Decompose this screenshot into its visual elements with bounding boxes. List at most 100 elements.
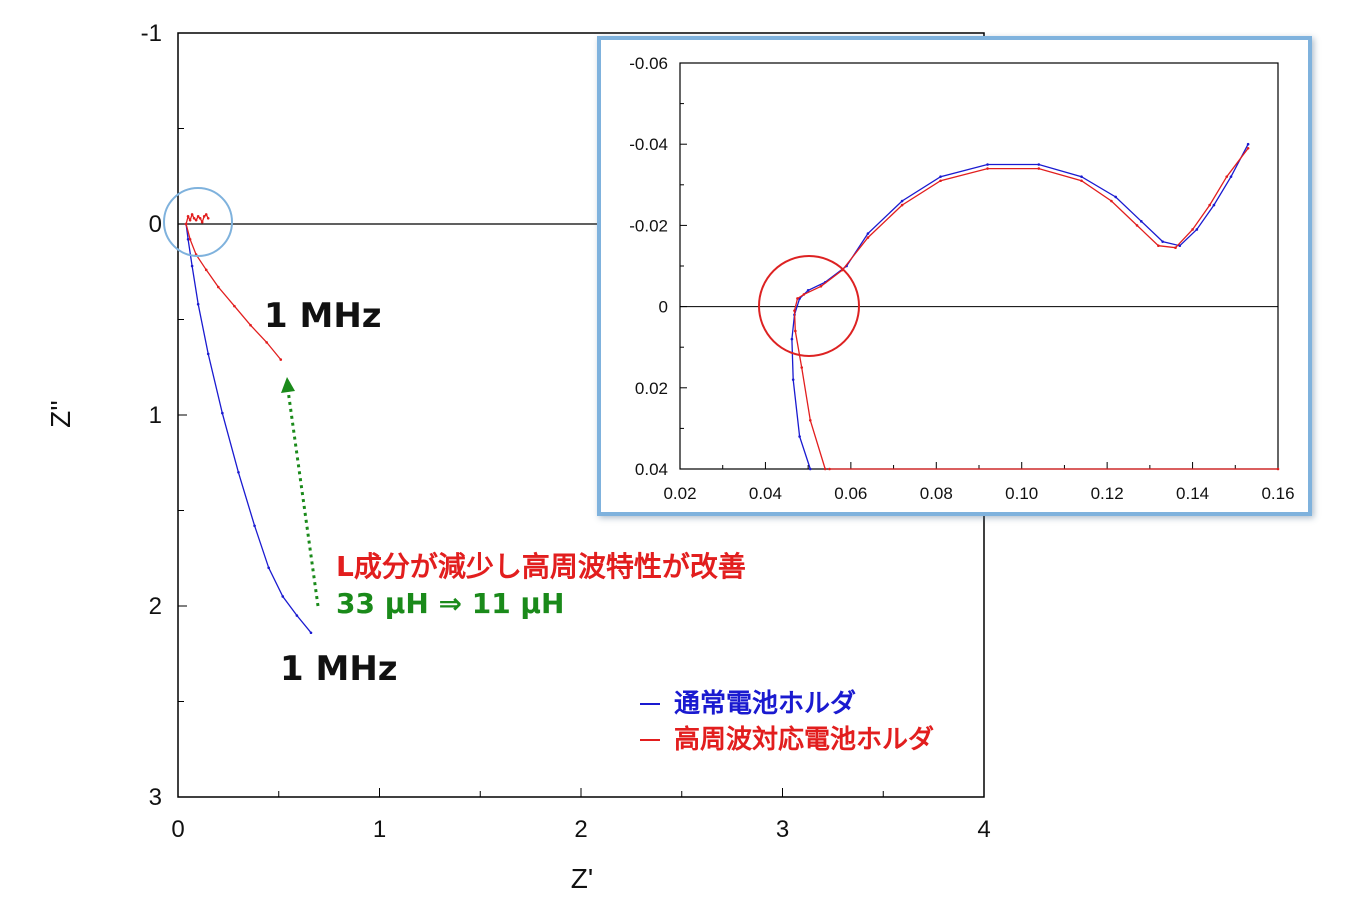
data-point bbox=[796, 297, 799, 300]
y-tick-label: -0.04 bbox=[629, 135, 668, 154]
data-point bbox=[1110, 199, 1113, 203]
data-point bbox=[267, 566, 270, 570]
y-tick-label: -0.02 bbox=[629, 216, 668, 235]
x-tick-label: 0.14 bbox=[1176, 484, 1209, 503]
data-point bbox=[188, 237, 192, 241]
inset-zoom-panel: 0.02 0.04 0.06 0.08 0.10 0.12 0.14 0.16 -0.06 -0.… bbox=[597, 36, 1312, 516]
data-point bbox=[204, 268, 208, 272]
inset-chart: 0.02 0.04 0.06 0.08 0.10 0.12 0.14 0.16 -0.06 -0.… bbox=[629, 54, 1294, 503]
y-tick-label: -1 bbox=[141, 20, 162, 47]
data-point bbox=[265, 341, 268, 344]
data-point bbox=[1174, 246, 1177, 250]
data-point bbox=[794, 329, 797, 333]
data-point bbox=[206, 352, 210, 356]
data-point bbox=[1208, 203, 1211, 207]
x-tick-label: 0 bbox=[171, 816, 184, 843]
data-point bbox=[900, 203, 904, 207]
data-point bbox=[186, 215, 190, 218]
inductance-annotation: 33 μH ⇒ 11 μH bbox=[336, 587, 565, 620]
series-line-1 bbox=[793, 147, 1249, 470]
y-tick-label: 1 bbox=[149, 402, 162, 429]
improvement-annotation: L成分が減少し高周波特性が改善 bbox=[336, 550, 746, 583]
series-line-1 bbox=[185, 223, 282, 361]
series-line-0 bbox=[185, 223, 312, 634]
data-point bbox=[1212, 203, 1216, 207]
y-tick-label: 0 bbox=[659, 298, 668, 317]
legend-item-hf: 高周波対応電池ホルダ bbox=[636, 722, 976, 758]
x-tick-label: 0.10 bbox=[1005, 484, 1038, 503]
data-point bbox=[1229, 175, 1233, 178]
x-tick-label: 0.16 bbox=[1261, 484, 1294, 503]
data-point bbox=[806, 289, 810, 292]
main-series bbox=[184, 212, 313, 635]
data-point bbox=[1246, 142, 1250, 146]
data-point bbox=[281, 595, 285, 598]
data-point bbox=[217, 285, 220, 289]
data-point bbox=[279, 358, 283, 361]
x-tick-label: 1 bbox=[373, 816, 386, 843]
data-point bbox=[939, 179, 942, 183]
data-point bbox=[1114, 195, 1117, 199]
y-tick-label: -0.06 bbox=[629, 54, 668, 73]
freq-label-red-series: 1 MHz bbox=[264, 296, 382, 336]
data-point bbox=[866, 236, 870, 239]
data-point bbox=[1037, 167, 1041, 170]
y-tick-label: 0.04 bbox=[635, 460, 668, 479]
y-tick-label: 2 bbox=[149, 593, 162, 620]
legend-item-normal: 通常電池ホルダ bbox=[636, 686, 976, 722]
data-point bbox=[221, 411, 224, 415]
y-tick-label: 0.02 bbox=[635, 379, 668, 398]
legend: 通常電池ホルダ 高周波対応電池ホルダ bbox=[636, 686, 976, 758]
data-point bbox=[1178, 244, 1182, 247]
x-tick-label: 2 bbox=[574, 816, 587, 843]
data-point bbox=[900, 199, 904, 203]
freq-label-blue-series: 1 MHz bbox=[280, 649, 398, 689]
legend-swatch-normal bbox=[640, 703, 660, 705]
data-point bbox=[1037, 163, 1041, 166]
data-point bbox=[190, 264, 194, 268]
data-point bbox=[986, 163, 989, 166]
y-tick-label: 0 bbox=[149, 211, 162, 238]
data-point bbox=[823, 467, 827, 471]
data-point bbox=[1080, 179, 1083, 183]
data-point bbox=[1225, 175, 1229, 178]
data-point bbox=[190, 213, 194, 216]
data-point bbox=[204, 213, 208, 216]
x-tick-label: 0.06 bbox=[834, 484, 867, 503]
y-tick-label: 3 bbox=[149, 784, 162, 811]
legend-swatch-hf bbox=[640, 739, 660, 741]
inductance-arrow bbox=[286, 389, 320, 607]
data-point bbox=[1276, 467, 1280, 471]
data-point bbox=[1161, 240, 1164, 243]
inset-ticks: 0.02 0.04 0.06 0.08 0.10 0.12 0.14 0.16 -0.06 -0.… bbox=[629, 54, 1294, 503]
data-point bbox=[295, 614, 299, 617]
data-point bbox=[939, 175, 942, 178]
data-point bbox=[1246, 146, 1250, 150]
x-tick-label: 4 bbox=[977, 816, 990, 843]
data-point bbox=[798, 435, 801, 438]
data-point bbox=[194, 218, 198, 222]
main-zoom-circle bbox=[163, 187, 233, 257]
data-point bbox=[819, 285, 823, 288]
data-point bbox=[1135, 224, 1139, 227]
data-point bbox=[253, 524, 256, 528]
inset-plot-frame bbox=[679, 62, 1279, 470]
data-point bbox=[186, 237, 190, 241]
data-point bbox=[800, 366, 804, 369]
data-point bbox=[202, 215, 206, 218]
data-point bbox=[196, 302, 200, 306]
data-point bbox=[309, 631, 313, 635]
data-point bbox=[1140, 220, 1143, 223]
x-tick-label: 0.02 bbox=[663, 484, 696, 503]
data-point bbox=[206, 216, 210, 220]
data-point bbox=[200, 220, 204, 224]
data-point bbox=[793, 309, 796, 312]
inductance-arrow-head bbox=[281, 377, 295, 393]
data-point bbox=[790, 337, 794, 341]
main-ticks: 0 1 2 3 4 -1 0 1 2 3 bbox=[141, 20, 991, 843]
x-tick-label: 3 bbox=[776, 816, 789, 843]
data-point bbox=[233, 304, 236, 308]
data-point bbox=[828, 467, 831, 471]
data-point bbox=[1157, 244, 1160, 247]
data-point bbox=[986, 167, 989, 170]
